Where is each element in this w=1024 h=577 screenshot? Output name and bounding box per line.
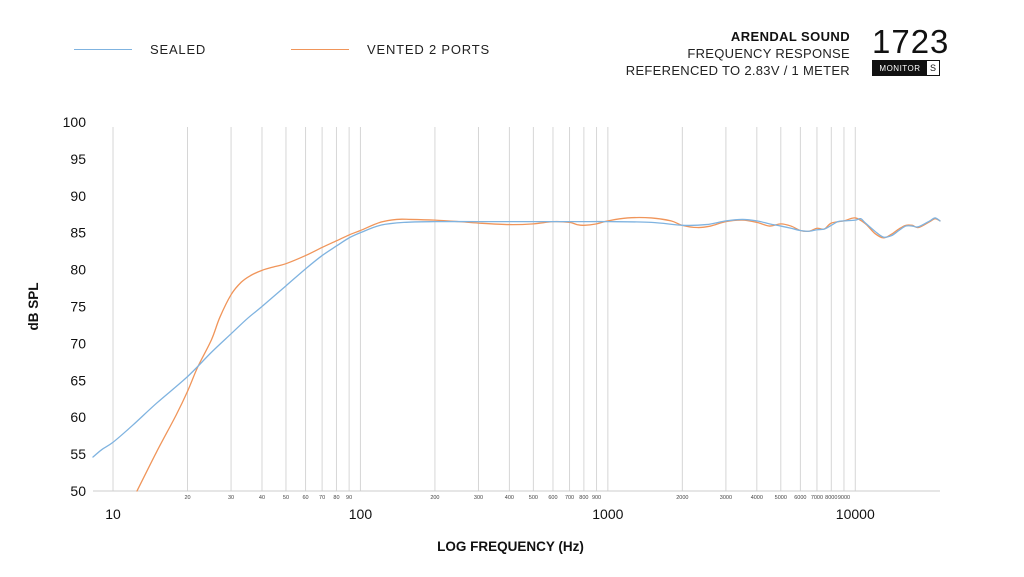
brand-header: ARENDAL SOUND FREQUENCY RESPONSE REFEREN… (626, 28, 850, 79)
brand-title: ARENDAL SOUND (730, 29, 850, 44)
series-line-sealed (92, 217, 941, 458)
x-major-tick-label: 1000 (592, 506, 623, 522)
y-tick-label: 55 (70, 446, 86, 462)
x-minor-tick-label: 500 (529, 495, 538, 501)
y-tick-label: 100 (63, 114, 87, 130)
x-minor-tick-label: 8000 (825, 495, 837, 501)
legend-item-sealed: SEALED (74, 40, 206, 58)
legend-label-vented: VENTED 2 PORTS (367, 41, 490, 57)
x-minor-tick-label: 50 (283, 495, 289, 501)
x-minor-tick-label: 60 (302, 495, 308, 501)
x-minor-tick-label: 700 (565, 495, 574, 501)
x-minor-tick-label: 900 (592, 495, 601, 501)
x-minor-tick-label: 300 (474, 495, 483, 501)
legend-label-sealed: SEALED (150, 41, 207, 57)
x-major-tick-label: 10 (105, 506, 121, 522)
x-minor-tick-label: 30 (228, 495, 234, 501)
y-tick-label: 80 (70, 262, 86, 278)
x-minor-tick-label: 20 (184, 495, 190, 501)
y-tick-label: 75 (70, 299, 86, 315)
logo-badge-monitor: MONITOR (873, 61, 927, 75)
brand-subtitle: FREQUENCY RESPONSE (687, 46, 850, 61)
y-tick-label: 70 (70, 335, 86, 351)
logo-badge-size: S (929, 63, 936, 73)
x-minor-tick-label: 4000 (751, 495, 763, 501)
x-minor-tick-label: 2000 (676, 495, 688, 501)
legend-item-vented: VENTED 2 PORTS (291, 40, 490, 58)
x-minor-tick-label: 5000 (775, 495, 787, 501)
x-axis-title: LOG FREQUENCY (Hz) (437, 539, 584, 554)
product-logo: 1723 MONITOR S (872, 23, 950, 76)
series-layer (92, 216, 941, 492)
brand-subtitle-reference: REFERENCED TO 2.83V / 1 METER (625, 63, 850, 78)
x-minor-tick-label: 600 (548, 495, 557, 501)
legend-swatch-vented (291, 48, 349, 50)
x-minor-tick-label: 7000 (811, 495, 823, 501)
label-layer: 50 55 60 65 70 75 80 85 90 95 100 20 30 40 50 60 70 80 90 2… (26, 114, 875, 554)
x-minor-tick-label: 40 (259, 495, 265, 501)
x-minor-tick-label: 9000 (838, 495, 850, 501)
x-minor-tick-label: 800 (579, 495, 588, 501)
x-minor-tick-label: 70 (319, 495, 325, 501)
y-tick-label: 95 (70, 151, 86, 167)
series-line-vented-2-ports (136, 216, 941, 492)
x-minor-tick-label: 400 (505, 495, 514, 501)
logo-model-number: 1723 (872, 23, 950, 60)
y-tick-label: 50 (70, 483, 86, 499)
x-minor-tick-label: 200 (430, 495, 439, 501)
y-axis-title: dB SPL (26, 282, 41, 330)
x-major-tick-label: 100 (349, 506, 373, 522)
x-major-tick-label: 10000 (836, 506, 875, 522)
x-minor-tick-label: 6000 (794, 495, 806, 501)
grid-layer (112, 127, 856, 491)
y-tick-label: 85 (70, 225, 86, 241)
legend-swatch-sealed (74, 48, 132, 50)
x-minor-tick-label: 3000 (720, 495, 732, 501)
x-minor-tick-label: 80 (333, 495, 339, 501)
x-minor-tick-label: 90 (346, 495, 352, 501)
y-tick-label: 90 (70, 188, 86, 204)
y-tick-label: 65 (70, 372, 86, 388)
y-tick-label: 60 (70, 409, 86, 425)
logo-badge: MONITOR S (872, 60, 940, 76)
